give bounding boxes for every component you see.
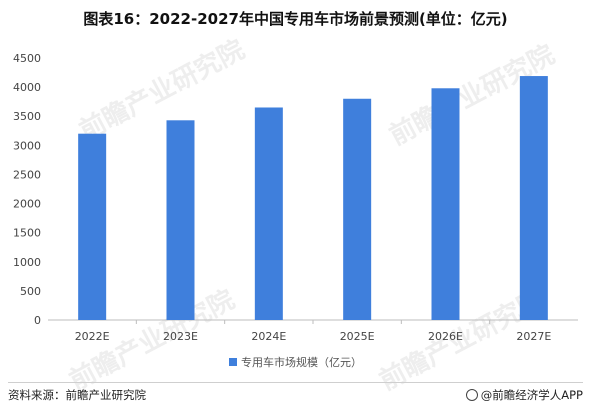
y-tick-label: 1500 [13, 227, 41, 240]
bar [519, 76, 548, 320]
bars [78, 76, 548, 320]
chart-title: 图表16：2022-2027年中国专用车市场前景预测(单位：亿元) [83, 10, 508, 28]
x-tick-label: 2026E [428, 330, 463, 343]
bar [78, 133, 107, 320]
y-tick-label: 3000 [13, 139, 41, 152]
y-tick-label: 4500 [13, 52, 41, 65]
legend-label: 专用车市场规模（亿元） [241, 356, 362, 369]
y-tick-label: 0 [34, 314, 41, 327]
legend-swatch [229, 358, 237, 366]
footer-divider [8, 382, 583, 383]
y-tick-label: 3500 [13, 110, 41, 123]
legend: 专用车市场规模（亿元） [0, 354, 591, 370]
bar [166, 120, 195, 320]
x-tick-label: 2024E [251, 330, 286, 343]
x-tick-label: 2023E [163, 330, 198, 343]
y-tick-label: 4000 [13, 81, 41, 94]
x-tick-label: 2022E [75, 330, 110, 343]
brand-logo-icon [465, 388, 478, 401]
x-tick-label: 2027E [516, 330, 551, 343]
source-text: 资料来源：前瞻产业研究院 [8, 388, 146, 402]
y-tick-label: 2000 [13, 198, 41, 211]
y-tick-label: 1000 [13, 256, 41, 269]
y-tick-label: 2500 [13, 168, 41, 181]
brand-text: @前瞻经济学人APP [480, 388, 583, 402]
y-tick-label: 500 [20, 285, 41, 298]
x-axis: 2022E 2023E 2024E 2025E 2026E 2027E [75, 320, 551, 343]
brand-footer: @前瞻经济学人APP [465, 387, 583, 403]
bar [254, 107, 283, 320]
x-tick-label: 2025E [340, 330, 375, 343]
bar [343, 98, 372, 320]
bar [431, 88, 460, 320]
